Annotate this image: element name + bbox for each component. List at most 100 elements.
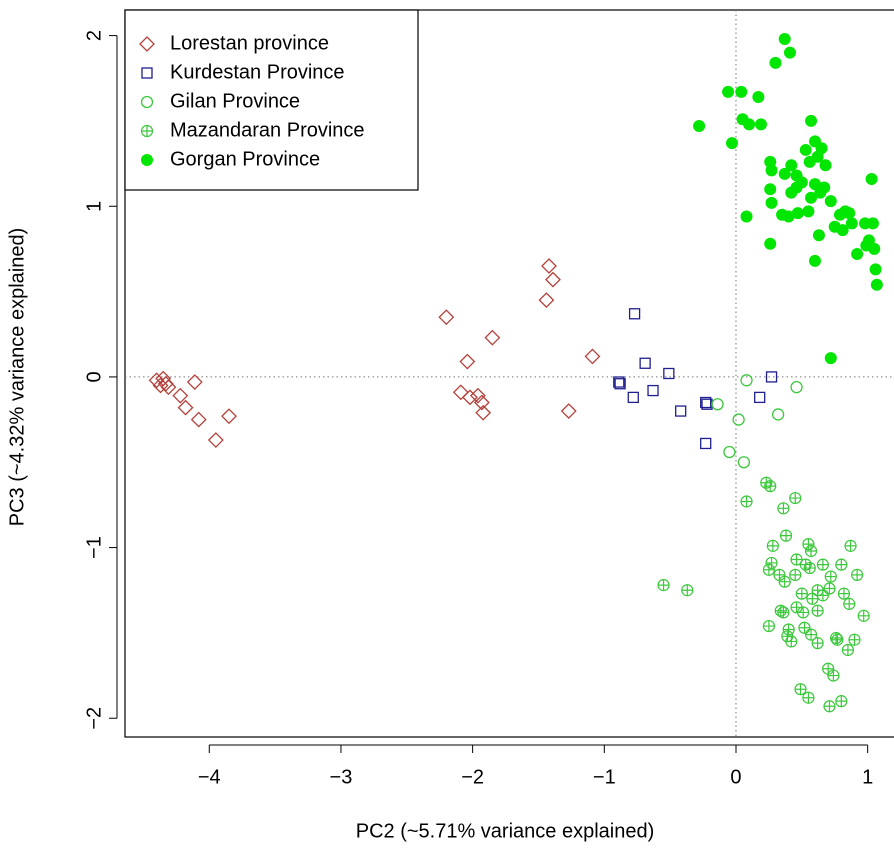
data-point bbox=[803, 562, 816, 575]
data-point bbox=[628, 308, 641, 320]
data-point bbox=[627, 391, 639, 404]
data-point bbox=[836, 224, 849, 237]
data-point bbox=[769, 56, 782, 69]
data-point bbox=[791, 207, 804, 220]
x-tick-label: 0 bbox=[730, 766, 741, 788]
legend-label: Mazandaran Province bbox=[170, 119, 365, 141]
data-point bbox=[837, 587, 851, 600]
data-point bbox=[752, 91, 765, 104]
data-point bbox=[462, 389, 478, 406]
data-point bbox=[207, 432, 224, 448]
data-point bbox=[851, 248, 864, 261]
data-point bbox=[790, 381, 803, 394]
data-point bbox=[177, 399, 194, 416]
data-point bbox=[869, 263, 882, 276]
data-point bbox=[845, 217, 858, 230]
data-point bbox=[560, 403, 577, 419]
data-point bbox=[802, 205, 815, 218]
data-point bbox=[160, 379, 177, 396]
x-tick-label: −1 bbox=[593, 766, 616, 788]
data-point bbox=[805, 114, 818, 127]
data-point bbox=[790, 169, 803, 182]
data-point bbox=[824, 195, 837, 208]
data-point bbox=[794, 683, 807, 696]
data-point bbox=[778, 167, 791, 180]
data-point bbox=[186, 374, 203, 390]
data-point bbox=[804, 544, 818, 558]
legend-label: Lorestan province bbox=[170, 32, 329, 54]
data-point bbox=[541, 258, 557, 274]
data-point bbox=[782, 623, 795, 636]
data-point bbox=[700, 396, 712, 409]
legend-marker bbox=[139, 36, 155, 52]
data-point bbox=[765, 556, 778, 569]
legend-label: Gorgan Province bbox=[170, 148, 320, 170]
legend-label: Kurdestan Province bbox=[170, 61, 345, 83]
x-tick-label: −2 bbox=[461, 766, 484, 788]
y-tick-label: 0 bbox=[83, 371, 105, 382]
data-point bbox=[808, 254, 821, 267]
data-point bbox=[818, 181, 831, 194]
data-point bbox=[647, 384, 659, 397]
y-axis-title: PC3 (~4.32% variance explained) bbox=[6, 228, 28, 527]
data-point bbox=[538, 292, 555, 309]
data-point bbox=[844, 539, 857, 552]
y-tick-label: −2 bbox=[83, 707, 105, 730]
data-point bbox=[475, 404, 492, 421]
data-point bbox=[804, 628, 818, 641]
data-point bbox=[831, 633, 844, 646]
data-point bbox=[805, 191, 818, 204]
data-point bbox=[790, 553, 803, 566]
data-point bbox=[732, 413, 745, 426]
data-point bbox=[835, 695, 848, 708]
data-point bbox=[823, 700, 836, 713]
data-point bbox=[735, 85, 748, 98]
data-point bbox=[700, 437, 712, 450]
data-point bbox=[822, 662, 835, 675]
data-point bbox=[843, 597, 856, 610]
data-point bbox=[711, 398, 724, 411]
data-point bbox=[675, 405, 687, 417]
data-point bbox=[802, 691, 815, 704]
data-point bbox=[722, 85, 735, 98]
data-point bbox=[764, 480, 777, 493]
data-point bbox=[484, 329, 501, 346]
data-point bbox=[862, 234, 875, 247]
data-point bbox=[740, 495, 753, 508]
data-point bbox=[172, 387, 189, 404]
data-point bbox=[657, 579, 670, 592]
data-point bbox=[773, 568, 786, 581]
data-point bbox=[452, 384, 469, 401]
data-point bbox=[811, 604, 824, 617]
data-point bbox=[771, 408, 785, 421]
data-point bbox=[795, 587, 808, 600]
data-point bbox=[693, 120, 706, 133]
data-point bbox=[777, 606, 790, 619]
data-point bbox=[848, 633, 861, 646]
data-point bbox=[762, 620, 776, 633]
data-point bbox=[779, 529, 793, 542]
legend-label: Gilan Province bbox=[170, 90, 300, 112]
data-point bbox=[469, 387, 486, 404]
data-point bbox=[723, 445, 736, 459]
data-point bbox=[639, 357, 651, 369]
data-point bbox=[755, 118, 768, 131]
data-point bbox=[778, 575, 791, 588]
data-point bbox=[545, 271, 561, 288]
data-point bbox=[778, 33, 791, 46]
data-point bbox=[740, 374, 753, 387]
data-point bbox=[859, 217, 872, 230]
data-point bbox=[737, 456, 751, 469]
data-point bbox=[765, 164, 778, 177]
data-point bbox=[812, 229, 825, 242]
data-point bbox=[824, 352, 837, 365]
data-point bbox=[762, 563, 776, 576]
data-point bbox=[764, 237, 777, 250]
data-point bbox=[766, 539, 779, 552]
data-point bbox=[865, 172, 878, 185]
data-point bbox=[811, 637, 824, 650]
legend-marker bbox=[140, 124, 154, 138]
data-point bbox=[797, 606, 810, 619]
data-point bbox=[190, 411, 207, 428]
